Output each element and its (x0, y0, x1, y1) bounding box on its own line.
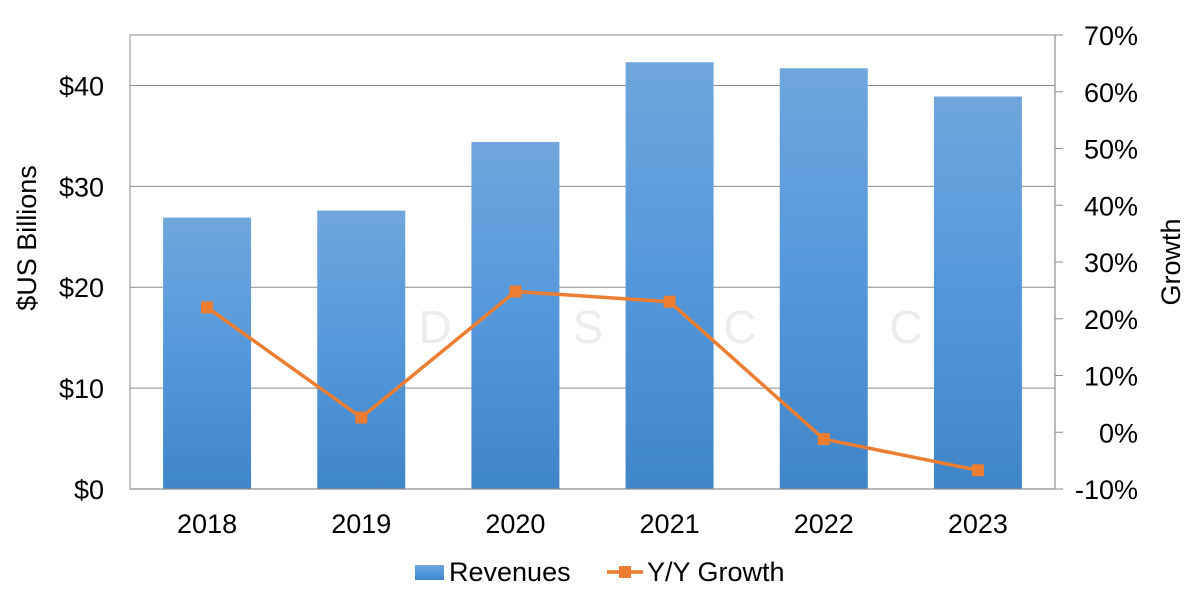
y2-tick-label: 50% (1084, 135, 1138, 165)
y2-tick-label: 20% (1084, 305, 1138, 335)
y-tick-label: $40 (59, 71, 104, 101)
watermark-letter: C (723, 301, 756, 353)
axis-labels: $0 $10 $20 $30 $40 -10% 0% 10% 20% 30% 40% 50% 60% 70… (12, 21, 1186, 539)
x-tick-label: 2022 (794, 509, 854, 539)
legend-swatch-revenues (415, 565, 444, 580)
watermark-letter: D (418, 301, 451, 353)
y2-tick-label: 0% (1099, 418, 1138, 448)
plot-frame (129, 34, 1056, 490)
y-tick-label: $0 (74, 475, 104, 505)
x-tick-label: 2021 (640, 509, 700, 539)
x-tick-label: 2023 (948, 509, 1008, 539)
gridlines (129, 34, 1056, 490)
growth-series-line (206, 289, 979, 472)
revenue-bar (163, 217, 252, 489)
y-tick-label: $10 (59, 374, 104, 404)
y-tick-label: $30 (59, 172, 104, 202)
revenue-bar (933, 96, 1022, 489)
y2-tick-label: 70% (1084, 21, 1138, 51)
axes (130, 34, 1063, 490)
growth-point (663, 295, 676, 308)
watermark-letter: S (573, 301, 604, 353)
y-tick-label: $20 (59, 273, 104, 303)
growth-point (509, 285, 522, 298)
legend-label-growth: Y/Y Growth (647, 557, 785, 587)
growth-line (201, 285, 984, 477)
y2-tick-label: 60% (1084, 78, 1138, 108)
growth-point (355, 411, 368, 424)
growth-point (201, 301, 214, 314)
watermark-letter: C (889, 301, 922, 353)
x-tick-label: 2020 (485, 509, 545, 539)
growth-point (971, 464, 984, 477)
y-axis-title: $US Billions (12, 165, 42, 311)
revenue-bar (625, 62, 714, 490)
x-tick-label: 2019 (331, 509, 391, 539)
y2-axis-title: Growth (1156, 218, 1186, 305)
legend-marker-growth (619, 566, 631, 578)
legend: Revenues Y/Y Growth (415, 557, 785, 587)
growth-point (817, 433, 830, 446)
x-tick-label: 2018 (177, 509, 237, 539)
revenue-bar (317, 210, 406, 489)
revenue-bars (163, 62, 1022, 490)
legend-label-revenues: Revenues (449, 557, 571, 587)
revenue-bar (779, 68, 868, 489)
y2-tick-label: -10% (1075, 475, 1138, 505)
y2-tick-label: 30% (1084, 248, 1138, 278)
y2-tick-label: 10% (1084, 362, 1138, 392)
y2-tick-label: 40% (1084, 191, 1138, 221)
